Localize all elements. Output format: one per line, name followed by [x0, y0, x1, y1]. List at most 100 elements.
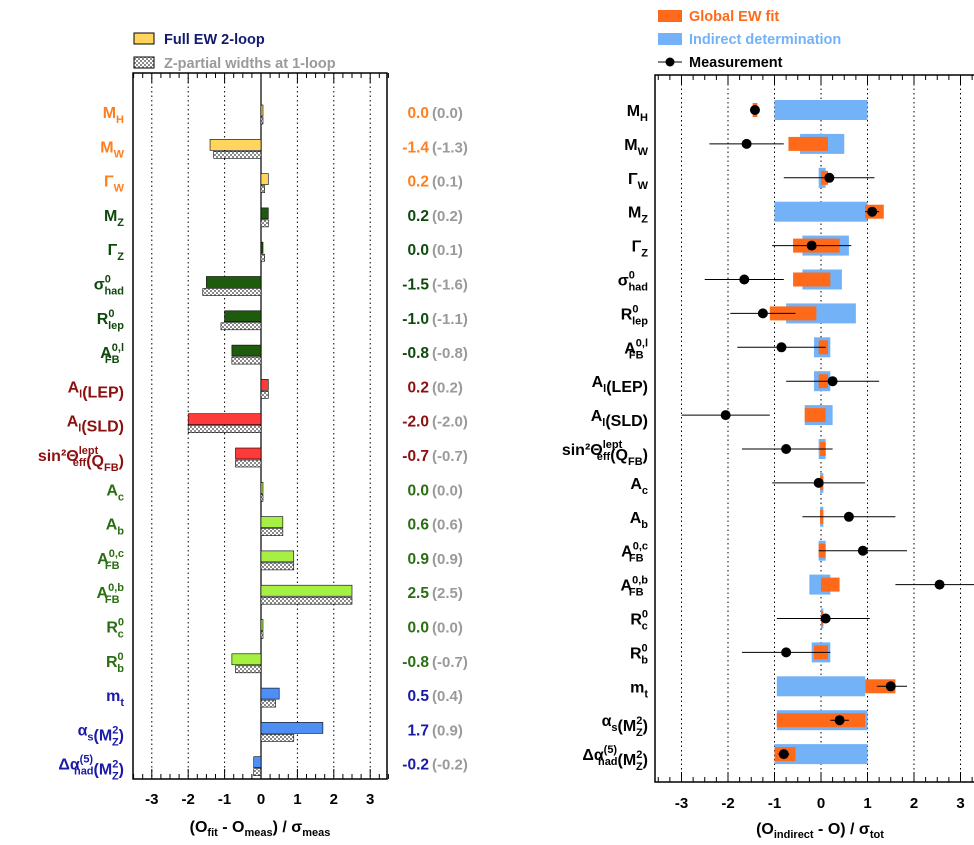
- left-bar-2loop: [260, 687, 280, 700]
- left-row-label-sup: 0: [105, 274, 111, 286]
- right-row-label-after: (LEP): [606, 379, 648, 396]
- left-bar-1loop: [260, 391, 269, 399]
- left-row-label-sub: Z: [117, 217, 124, 229]
- right-x-axis-label: (Oindirect - O) / σtot: [756, 821, 884, 841]
- left-bar-2loop: [206, 276, 262, 288]
- left-bar-1loop: [260, 219, 269, 228]
- left-pull-value: 0.5: [407, 688, 429, 705]
- right-measurement-point: [776, 342, 787, 353]
- left-pull-1loop: (0.2): [432, 208, 463, 225]
- right-row-label-after-sub: Z: [636, 761, 643, 773]
- right-row-label-sub: had: [628, 282, 648, 294]
- left-bar-2loop: [260, 584, 353, 597]
- right-tick-label: 0: [817, 795, 825, 812]
- left-row-label-name: A: [68, 379, 80, 396]
- right-row-label-sub: c: [642, 621, 648, 633]
- left-bar-2loop: [260, 516, 284, 528]
- left-pull-value: -1.4: [402, 139, 429, 156]
- left-pull-value: 0.6: [407, 517, 429, 534]
- right-row-label: MW: [624, 137, 648, 158]
- left-bar-2loop: [209, 139, 262, 151]
- left-row-label-name: Γ: [104, 174, 114, 191]
- left-bar-2loop: [260, 550, 295, 563]
- left-row-label-after: (M: [94, 727, 113, 744]
- left-row-label-after-sup: 2: [112, 759, 118, 771]
- left-row-label-sub: c: [118, 629, 124, 641]
- left-row-label-sub: s: [87, 731, 93, 743]
- left-row-label-after-end: ): [119, 453, 124, 470]
- left-pull-value: 2.5: [407, 585, 429, 602]
- right-row-label-name: σ: [618, 273, 629, 290]
- left-pull-value: -0.2: [402, 757, 429, 774]
- right-ticks: -3 -2 -1 0 1 2 3: [657, 75, 973, 812]
- left-bar-1loop: [235, 459, 262, 468]
- right-row-label-sub: l: [603, 383, 606, 395]
- right-row-label-after: (SLD): [605, 413, 648, 430]
- left-row-label: Al(SLD): [67, 414, 124, 436]
- right-row-label-name: A: [630, 476, 642, 493]
- left-bar-1loop: [260, 596, 353, 605]
- right-row-label-after-sub: FB: [628, 456, 643, 468]
- right-row-label: Ac: [630, 476, 648, 497]
- left-pull-value: -1.5: [402, 277, 429, 294]
- right-measurement-point: [820, 613, 831, 624]
- right-row-label-sub: FB: [629, 349, 644, 361]
- right-row-label-name: A: [630, 510, 642, 527]
- left-row-label-after-sub: Z: [112, 736, 119, 748]
- right-row-label-name: A: [591, 408, 603, 425]
- left-row-label-name: M: [103, 105, 116, 122]
- legend-swatch-measurement-dot: [665, 57, 675, 67]
- left-row-label-name: Δα: [58, 757, 80, 774]
- left-bars: [187, 104, 353, 777]
- left-pull-1loop: (0.1): [432, 242, 463, 259]
- right-row-label-sup: 0: [642, 642, 648, 654]
- left-row-label-sub: lep: [108, 320, 124, 332]
- left-row-label-sub: W: [114, 183, 125, 195]
- right-row-label-name: Γ: [628, 171, 638, 188]
- left-pull-1loop: (-0.2): [432, 757, 468, 774]
- right-measurement-point: [885, 681, 896, 692]
- left-row-label: αs(M2 Z): [78, 722, 124, 748]
- left-pull-value: 0.0: [407, 620, 429, 637]
- left-row-label-name: A: [67, 414, 79, 431]
- left-bar-1loop: [260, 699, 276, 708]
- left-row-label-sub: had: [104, 286, 124, 298]
- left-pull-value: 0.0: [407, 105, 429, 122]
- left-row-label-after-end: ): [119, 727, 124, 744]
- right-measurement-point: [813, 477, 824, 488]
- left-ticks: -3 -2 -1 0 1 2 3: [133, 73, 389, 808]
- left-row-label: MZ: [104, 208, 124, 229]
- right-tick-label: 2: [910, 795, 918, 812]
- right-row-label-sub: W: [638, 146, 649, 158]
- left-row-label-after: (M: [94, 762, 113, 779]
- left-row-label-after: (LEP): [82, 384, 124, 401]
- right-row-label: R0 lep: [621, 303, 648, 327]
- right-row-label-name: M: [627, 103, 640, 120]
- left-row-label-name: A: [106, 482, 118, 499]
- right-row-label-name: M: [624, 137, 637, 154]
- right-row-label: A0,b FB: [621, 575, 649, 599]
- right-measurement-point: [720, 410, 731, 421]
- right-row-label-after-sub: Z: [636, 727, 643, 739]
- right-indirect-band: [774, 744, 868, 765]
- left-row-label-sub: had: [74, 766, 94, 778]
- left-bar-1loop: [260, 528, 284, 536]
- left-pull-1loop: (0.1): [432, 174, 463, 191]
- right-row-label-sub: FB: [629, 587, 644, 599]
- left-bar-1loop: [260, 734, 295, 742]
- right-row-label-sup: 0: [642, 609, 648, 621]
- left-bar-2loop: [260, 241, 264, 254]
- left-bar-2loop: [224, 310, 262, 323]
- left-tick-label: -1: [218, 791, 231, 808]
- left-row-label-name: A: [97, 585, 109, 602]
- right-row-label: ΓW: [628, 171, 649, 192]
- left-bar-1loop: [187, 425, 262, 434]
- left-row-label: MH: [103, 105, 124, 126]
- left-row-label-sub: l: [79, 388, 82, 400]
- right-row-label-name: A: [624, 340, 636, 357]
- left-row-label-name: α: [78, 722, 88, 739]
- left-pull-1loop: (-1.6): [432, 277, 468, 294]
- right-tick-label: -3: [675, 795, 688, 812]
- right-measurement-point: [778, 749, 789, 760]
- right-row-label-sub: W: [638, 180, 649, 192]
